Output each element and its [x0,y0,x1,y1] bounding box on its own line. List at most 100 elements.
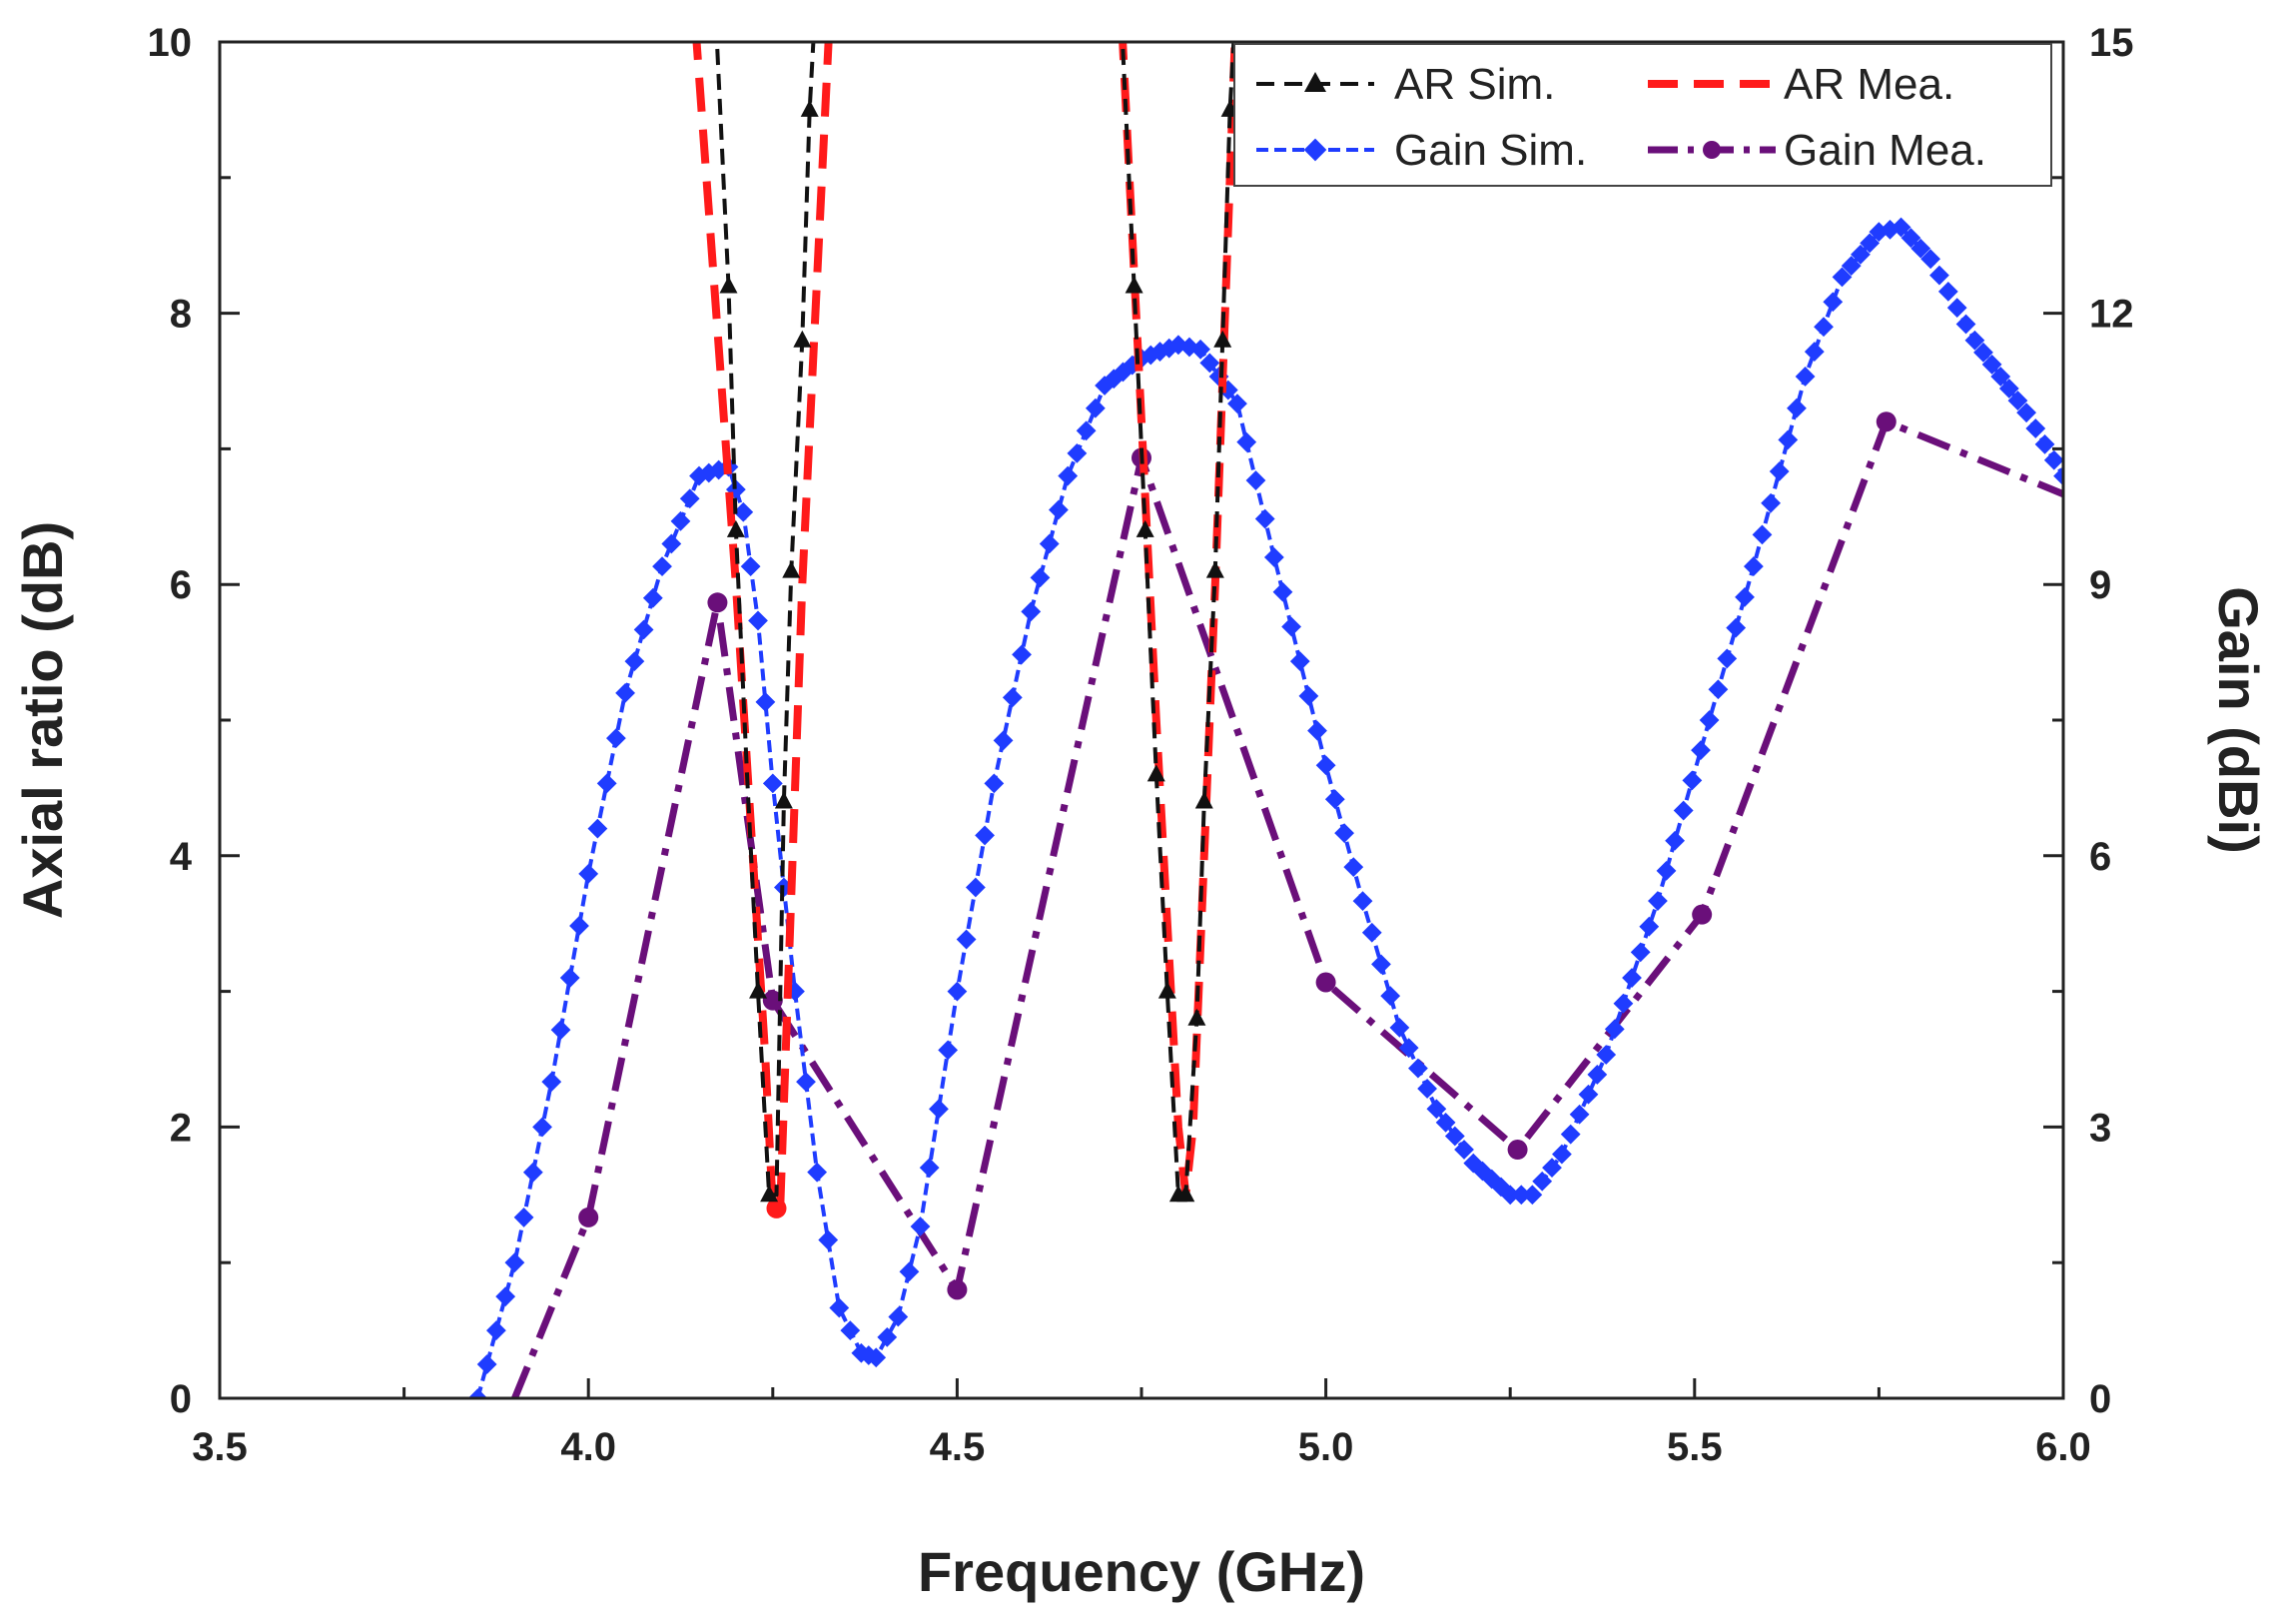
gain-sim-point [1587,1065,1608,1085]
gain-sim-point [1717,648,1738,669]
gain-sim-point [1408,1058,1428,1079]
gain-sim-point [486,1320,506,1340]
ar-sim-point [1213,330,1232,348]
gain-sim-point [1454,1140,1474,1160]
gain-sim-point [1315,755,1336,776]
gain-sim-point [796,1072,816,1093]
gain-sim-point [1444,1126,1465,1147]
gain-sim-point [1067,443,1088,463]
gain-sim-point [1426,1099,1447,1120]
y-left-tick-label: 10 [148,21,193,65]
gain-sim-point [670,510,691,531]
gain-sim-point [1380,986,1401,1007]
gain-sim-point [605,728,626,748]
gain-sim-point [1964,330,1985,351]
series-layer [467,42,2063,1398]
ar-sim-point [1187,1008,1206,1026]
gain-sim-point [1522,1185,1543,1206]
gain-sim-point [888,1306,909,1327]
gain-sim-point [495,1286,516,1307]
gain-sim-point [476,1354,497,1374]
gain-sim-point [1263,547,1284,567]
gain-mea-point [1876,411,1897,432]
gain-sim-point [522,1162,543,1183]
ar-mea-point [766,1198,787,1218]
y-right-tick-label: 12 [2089,293,2134,337]
y-left-tick-label: 0 [170,1377,192,1421]
gain-sim-point [947,981,968,1002]
gain-sim-point [975,825,995,846]
gain-sim-point [1532,1171,1553,1192]
gain-sim-point [615,682,635,703]
gain-mea-point [707,592,728,613]
gain-mea-point [947,1279,968,1300]
gain-sim-point [1398,1038,1419,1059]
gain-sim-point [1371,954,1391,975]
gain-sim-point [2053,465,2063,486]
x-tick-label: 4.0 [560,1425,616,1469]
legend: AR Sim. AR Mea. Gain Sim. Gain Mea. [1233,43,2052,187]
gain-sim-point [1787,398,1807,418]
gain-sim-point [1990,367,2011,387]
x-tick-label: 4.5 [930,1425,986,1469]
gain-sim-point [2034,434,2055,454]
y-right-tick-label: 15 [2089,21,2134,65]
x-tick-label: 3.5 [192,1425,248,1469]
legend-box [1233,43,2052,187]
x-tick-label: 5.5 [1667,1425,1723,1469]
gain-sim-point [1085,398,1106,418]
gain-sim-point [829,1297,850,1318]
gain-sim-point [1389,1017,1410,1038]
gain-sim-point [840,1320,861,1341]
gain-sim-point [1500,1185,1521,1206]
ar-sim-point [1157,981,1176,999]
ar-sim-point [1194,791,1213,809]
gain-sim-point [762,773,783,794]
gain-sim-point [910,1217,931,1236]
legend-ar-sim-label: AR Sim. [1394,60,1555,109]
y-axis-left-title: Axial ratio (dB) [11,521,74,919]
gain-sim-point [733,501,754,522]
gain-sim-point [1298,685,1319,706]
gain-sim-point [541,1072,562,1093]
gain-sim-point [661,533,682,554]
gain-sim-point [1735,586,1755,607]
gain-mea-point [762,990,783,1011]
gain-sim-point [748,610,768,631]
ar-sim-point [1136,519,1154,537]
gain-sim-point [1307,720,1327,741]
gain-sim-point [1417,1079,1438,1099]
gain-sim-point [1604,1019,1625,1040]
gain-sim-point [1352,891,1373,911]
gain-sim-point [559,968,580,988]
ar-sim-point [1125,276,1143,294]
gain-sim-point [1002,687,1023,708]
gain-mea-point [1507,1140,1528,1161]
gain-sim-point [1699,710,1720,730]
gain-sim-point [1778,429,1799,450]
y-right-tick-label: 9 [2089,563,2111,607]
gain-mea-point [1692,904,1713,925]
ar-sim-point [800,99,819,117]
gain-sim-point [1021,601,1042,622]
gain-sim-point [642,587,663,608]
legend-gain-sim-label: Gain Sim. [1394,126,1587,175]
gain-sim-point [633,619,654,640]
gain-sim-point [1998,379,2019,399]
y-left-tick-label: 4 [170,835,193,879]
gain-sim-point [1049,499,1069,520]
gain-sim-point [938,1040,959,1061]
plot-background [220,42,2063,1398]
legend-gain-mea-marker [1703,141,1721,159]
ar-sim-point [719,276,738,294]
gain-sim-point [1665,830,1685,851]
ar-sim-point [1205,560,1224,578]
gain-sim-point [1691,740,1711,761]
gain-sim-point [866,1347,887,1368]
gain-sim-point [2007,391,2028,410]
gain-sim-point [919,1158,940,1179]
ar-sim-point [793,330,812,348]
y-left-tick-label: 6 [170,563,192,607]
gain-sim-point [1542,1158,1562,1179]
